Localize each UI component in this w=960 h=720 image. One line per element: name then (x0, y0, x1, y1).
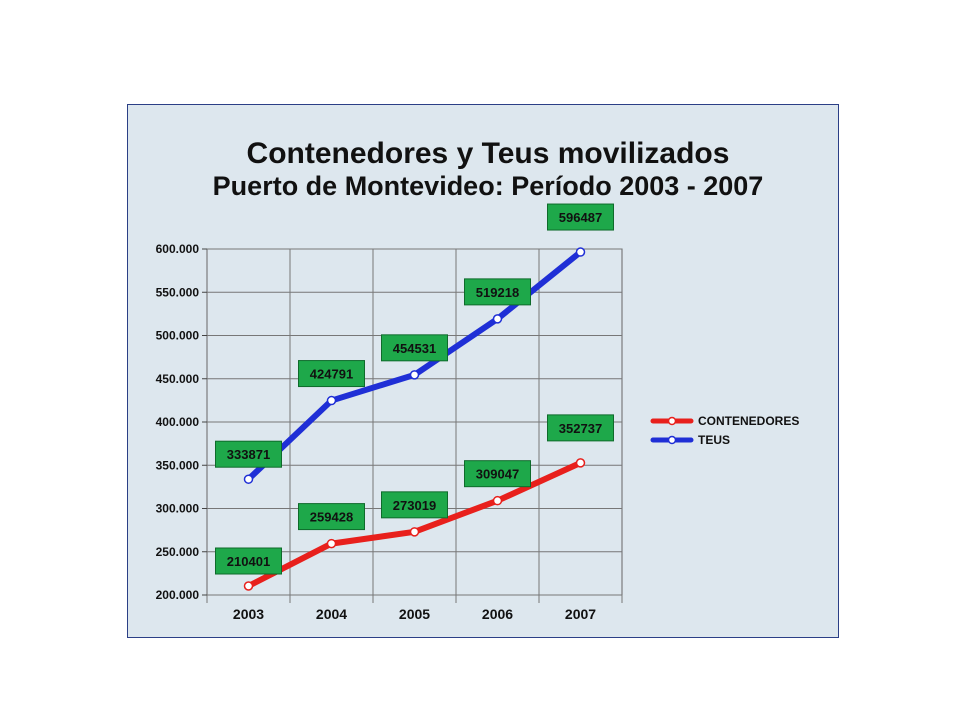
data-label-contenedores: 352737 (559, 421, 602, 436)
x-tick-label: 2005 (399, 606, 430, 622)
data-label-contenedores: 309047 (476, 467, 519, 482)
data-label-box-contenedores (298, 503, 365, 531)
data-label-box-contenedores (381, 491, 448, 519)
data-point-contenedores (409, 527, 420, 537)
data-label-teus: 596487 (559, 210, 602, 225)
legend: CONTENEDORES TEUS (650, 414, 799, 447)
data-label-contenedores: 259428 (310, 510, 353, 525)
data-label-teus: 519218 (476, 285, 519, 300)
data-label-teus: 454531 (393, 341, 436, 356)
data-point-teus (575, 247, 586, 257)
data-label-box-contenedores (464, 460, 531, 488)
data-label-box-teus (381, 334, 448, 362)
data-point-teus (409, 370, 420, 380)
legend-marker-contenedores (667, 416, 677, 426)
data-label-box-contenedores (215, 547, 282, 575)
y-tick-label: 400.000 (156, 415, 200, 429)
y-tick-label: 500.000 (156, 329, 200, 343)
data-label-box-teus (547, 203, 614, 231)
data-label-box-teus (298, 360, 365, 388)
data-point-teus (326, 395, 337, 406)
data-point-contenedores (575, 458, 586, 468)
y-tick-label: 450.000 (156, 372, 200, 386)
data-label-contenedores: 273019 (393, 498, 436, 513)
x-tick-label: 2003 (233, 606, 264, 622)
chart-panel: Contenedores y Teus movilizados Puerto d… (127, 104, 839, 638)
y-tick-label: 250.000 (156, 545, 200, 559)
data-point-teus (492, 314, 503, 324)
y-tick-label: 600.000 (156, 242, 200, 256)
legend-label-contenedores: CONTENEDORES (698, 414, 799, 428)
chart-subtitle: Puerto de Montevideo: Período 2003 - 200… (213, 171, 764, 201)
y-tick-label: 350.000 (156, 458, 200, 472)
data-point-contenedores (326, 538, 337, 549)
legend-label-teus: TEUS (698, 433, 730, 447)
data-label-contenedores: 210401 (227, 554, 270, 569)
x-tick-label: 2004 (316, 606, 347, 622)
chart-svg: Contenedores y Teus movilizados Puerto d… (156, 137, 800, 622)
data-label-teus: 424791 (310, 367, 353, 382)
y-tick-label: 200.000 (156, 588, 200, 602)
data-label-box-teus (215, 440, 282, 468)
data-label-teus: 333871 (227, 447, 270, 462)
legend-marker-teus (667, 435, 677, 445)
data-point-teus (243, 474, 254, 484)
x-tick-label: 2006 (482, 606, 513, 622)
x-tick-label: 2007 (565, 606, 596, 622)
data-label-box-teus (464, 278, 531, 306)
chart-title: Contenedores y Teus movilizados (247, 137, 730, 170)
y-tick-label: 300.000 (156, 502, 200, 516)
label-layer: 210401 259428 273019 309047 352737 333871 4247… (215, 203, 614, 575)
data-point-contenedores (492, 495, 503, 506)
data-point-contenedores (243, 581, 254, 591)
axis-layer: 200.000 250.000 300.000 350.000 400.000 450.0… (156, 242, 597, 622)
data-label-box-contenedores (547, 414, 614, 442)
y-tick-label: 550.000 (156, 285, 200, 299)
